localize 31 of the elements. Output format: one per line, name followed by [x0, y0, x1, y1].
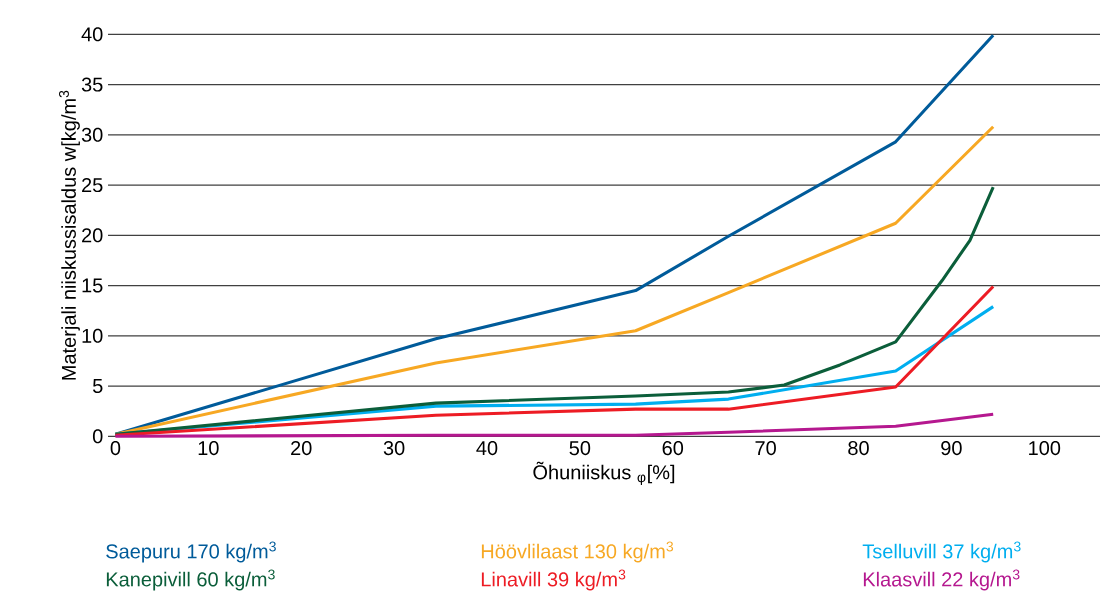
line-series [113, 125, 995, 436]
line-series [113, 185, 995, 436]
x-tick-label: 60 [662, 441, 684, 456]
y-tick-label: 25 [82, 177, 103, 193]
y-tick-label: 10 [82, 328, 103, 343]
x-tick-label: 70 [755, 441, 776, 456]
x-tick-label: 90 [941, 441, 962, 456]
text: Saepuru 170 kg/m$^{3}$ [106, 541, 276, 563]
y-tick-label: 40 [81, 27, 103, 42]
x-tick-label: 10 [198, 441, 219, 456]
text: Höövlilaast 130 kg/m$^{3}$ [481, 541, 674, 563]
y-tick-label: 35 [81, 77, 103, 92]
x-tick-label: 100 [1029, 441, 1061, 456]
y-axis-title: Materjali niiskussisaldus w[kg/m$^{3}$ [59, 90, 80, 380]
y-tick-label: 5 [92, 379, 103, 394]
text: Linavill 39 kg/m$^{3}$ [481, 569, 626, 591]
text: Klaasvill 22 kg/m$^{3}$ [863, 569, 1020, 591]
x-axis-title: Õhuniiskus $_{φ}$[%] [533, 461, 675, 485]
x-tick-label: 80 [848, 441, 869, 456]
y-tick-label: 15 [82, 278, 103, 293]
x-tick-label: 40 [476, 441, 498, 456]
x-tick-label: 0 [110, 441, 121, 456]
y-tick-label: 30 [81, 127, 103, 142]
x-tick-label: 30 [383, 441, 405, 456]
y-tick-label: 0 [92, 429, 103, 444]
x-tick-label: 50 [569, 441, 591, 456]
y-tick-label: 20 [82, 228, 103, 243]
line-series [113, 412, 995, 438]
text: Kanepivill 60 kg/m$^{3}$ [106, 569, 275, 591]
text: Tselluvill 37 kg/m$^{3}$ [862, 541, 1021, 563]
x-tick-label: 20 [291, 441, 312, 456]
